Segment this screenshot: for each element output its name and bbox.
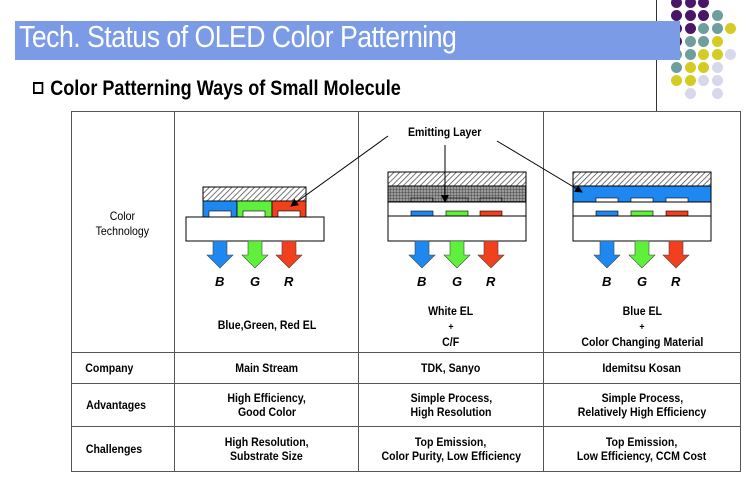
caption-rgb-el: Blue,Green, Red EL xyxy=(217,318,317,332)
slide-subtitle: Color Patterning Ways of Small Molecule xyxy=(33,77,401,101)
decorative-dot xyxy=(711,10,723,21)
comparison-table: Company Main Stream TDK, Sanyo Idemitsu … xyxy=(71,111,741,472)
title-banner xyxy=(15,21,680,60)
decorative-dot xyxy=(711,49,723,60)
decorative-dot xyxy=(711,23,723,34)
label-r: R xyxy=(486,274,496,289)
table-cell: TDK, Sanyo xyxy=(358,352,544,384)
row-label-color-technology-text: Color Technology xyxy=(95,209,150,238)
decorative-dot xyxy=(711,36,723,47)
checkbox-bullet-icon xyxy=(33,82,44,94)
label-g: G xyxy=(637,274,648,289)
decorative-dot xyxy=(698,62,709,73)
table-cell: High Resolution, Substrate Size xyxy=(174,426,359,472)
decorative-dot xyxy=(671,10,682,21)
caption-blue-el-ccm: Blue EL + Color Changing Material xyxy=(580,304,704,349)
decorative-dot xyxy=(671,0,682,8)
cell-rgb-el xyxy=(174,111,359,353)
decorative-dot xyxy=(684,49,696,60)
decorative-dot xyxy=(684,23,696,34)
table-cell: High Efficiency, Good Color xyxy=(174,383,359,427)
table-cell: Main Stream xyxy=(174,352,359,384)
row-label: Challenges xyxy=(71,426,175,472)
decorative-dot xyxy=(711,75,723,86)
decorative-dot xyxy=(725,23,736,34)
label-b: B xyxy=(602,274,612,289)
decorative-dot xyxy=(698,10,709,21)
table-cell: Top Emission, Low Efficiency, CCM Cost xyxy=(543,426,741,472)
decorative-dot xyxy=(684,88,696,99)
table-cell: Simple Process, High Resolution xyxy=(358,383,544,427)
table-cell: Top Emission, Color Purity, Low Efficienc… xyxy=(358,426,544,472)
decorative-dot xyxy=(711,88,723,99)
table-row-challenges: Challenges High Resolution, Substrate Siz… xyxy=(71,426,741,472)
decorative-dot xyxy=(684,75,696,86)
label-b: B xyxy=(215,274,225,289)
decorative-dot xyxy=(725,49,736,60)
emitting-layer-label: Emitting Layer xyxy=(408,125,482,139)
decorative-dot xyxy=(698,49,709,60)
label-b: B xyxy=(417,274,427,289)
decorative-dot xyxy=(671,75,682,86)
decorative-dot xyxy=(698,36,709,47)
table-row-advantages: Advantages High Efficiency, Good Color Si… xyxy=(71,383,741,427)
decorative-dot xyxy=(684,10,696,21)
subtitle-text: Color Patterning Ways of Small Molecule xyxy=(50,77,401,100)
label-g: G xyxy=(452,274,463,289)
decorative-dot xyxy=(671,62,682,73)
decorative-dot xyxy=(698,75,709,86)
caption-white-el-cf: White EL + C/F xyxy=(428,304,474,349)
slide-title: Tech. Status of OLED Color Patterning xyxy=(19,19,457,54)
table-row-company: Company Main Stream TDK, Sanyo Idemitsu … xyxy=(71,352,741,384)
row-label: Company xyxy=(71,352,175,384)
decorative-dot xyxy=(684,36,696,47)
decorative-dot xyxy=(684,62,696,73)
decorative-dot xyxy=(698,0,709,8)
table-cell: Idemitsu Kosan xyxy=(543,352,741,384)
row-label: Advantages xyxy=(71,383,175,427)
decorative-dot xyxy=(684,0,696,8)
decorative-dot xyxy=(698,23,709,34)
label-r: R xyxy=(284,274,294,289)
label-g: G xyxy=(250,274,261,289)
row-label-color-technology xyxy=(71,111,175,353)
label-r: R xyxy=(671,274,681,289)
table-cell: Simple Process, Relatively High Efficienc… xyxy=(543,383,741,427)
decorative-dot xyxy=(711,62,723,73)
